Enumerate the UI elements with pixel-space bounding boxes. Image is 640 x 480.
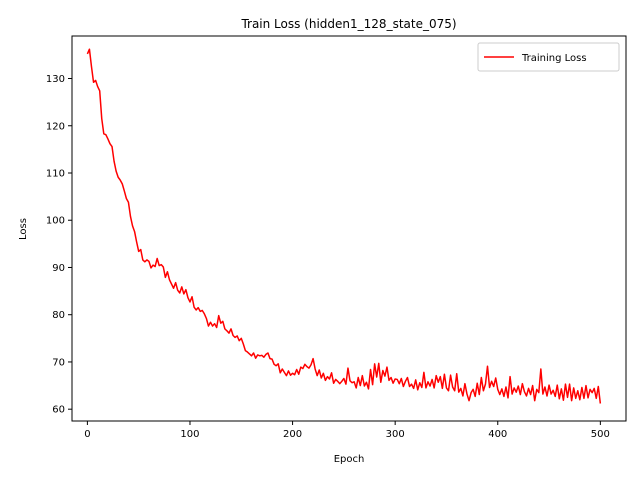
y-tick-label: 80 — [52, 310, 65, 321]
legend-box — [477, 42, 620, 72]
y-tick-label: 70 — [52, 357, 65, 368]
x-tick-label: 0 — [84, 429, 90, 440]
y-tick-label: 110 — [46, 168, 65, 179]
x-tick-label: 200 — [283, 429, 302, 440]
plot-frame — [71, 35, 627, 422]
y-tick-label: 60 — [52, 405, 65, 416]
chart-title: Train Loss (hidden1_128_state_075) — [240, 17, 456, 31]
y-tick-label: 100 — [46, 216, 65, 227]
legend-label-training-loss: Training Loss — [521, 53, 587, 64]
y-tick-label: 120 — [46, 121, 65, 132]
series-line-training-loss — [86, 48, 602, 404]
x-tick-label: 500 — [591, 429, 610, 440]
x-axis-label: Epoch — [334, 454, 365, 465]
x-axis: 0 100 200 300 400 500 — [84, 421, 610, 440]
y-tick-label: 130 — [46, 74, 65, 85]
x-tick-label: 300 — [386, 429, 405, 440]
plot-layer — [86, 48, 602, 404]
x-tick-label: 100 — [180, 429, 199, 440]
legend: Training Loss — [477, 42, 620, 72]
y-axis-label: Loss — [18, 218, 29, 240]
x-tick-label: 400 — [488, 429, 507, 440]
y-axis: 60 70 80 90 100 110 120 130 — [46, 74, 72, 416]
y-tick-label: 90 — [52, 263, 65, 274]
